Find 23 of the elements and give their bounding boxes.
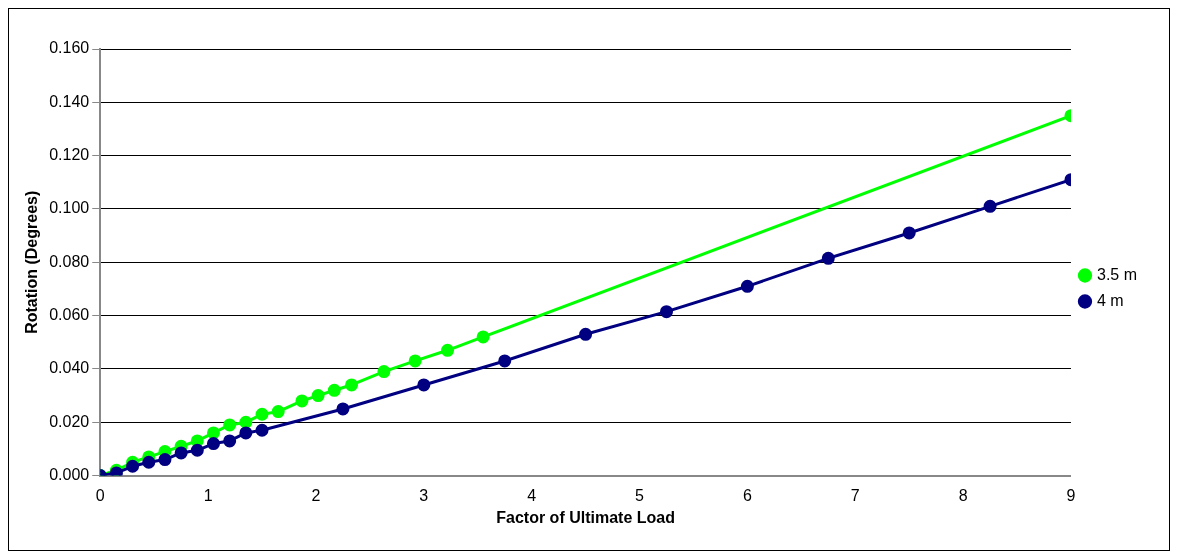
x-tick-label: 3 bbox=[419, 486, 429, 504]
y-tick-label: 0.120 bbox=[49, 146, 90, 164]
y-tick-label: 0.100 bbox=[49, 199, 90, 217]
x-tick-label: 1 bbox=[203, 486, 213, 504]
x-tick-label: 4 bbox=[527, 486, 537, 504]
x-tick-label: 7 bbox=[850, 486, 860, 504]
x-tick-label: 2 bbox=[311, 486, 321, 504]
y-axis-title: Rotation (Degrees) bbox=[23, 190, 41, 334]
y-tick-label: 0.160 bbox=[49, 39, 90, 57]
x-tick-label: 9 bbox=[1066, 486, 1076, 504]
y-tick-label: 0.000 bbox=[49, 466, 90, 484]
y-tick-label: 0.140 bbox=[49, 92, 90, 110]
x-tick-label: 5 bbox=[635, 486, 645, 504]
legend-label: 3.5 m bbox=[1096, 265, 1137, 283]
x-tick-label: 6 bbox=[742, 486, 752, 504]
y-tick-label: 0.060 bbox=[49, 306, 90, 324]
y-tick-label: 0.080 bbox=[49, 252, 90, 270]
x-tick-label: 8 bbox=[958, 486, 968, 504]
x-tick-label: 0 bbox=[95, 486, 105, 504]
legend-label: 4 m bbox=[1096, 291, 1124, 309]
y-tick-label: 0.020 bbox=[49, 412, 90, 430]
y-tick-label: 0.040 bbox=[49, 359, 90, 377]
x-axis-title: Factor of Ultimate Load bbox=[496, 508, 675, 526]
